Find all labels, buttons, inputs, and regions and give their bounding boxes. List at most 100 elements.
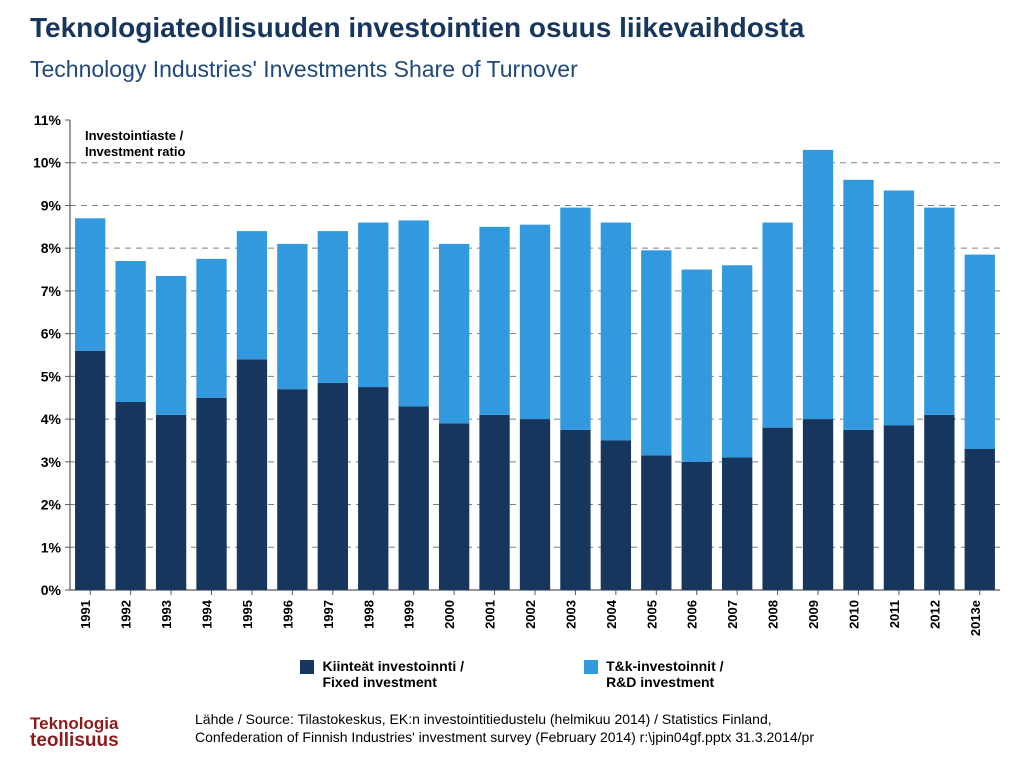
svg-text:2009: 2009	[806, 600, 821, 629]
svg-text:2003: 2003	[563, 600, 578, 629]
bar-rd	[641, 250, 671, 455]
bar-rd	[803, 150, 833, 419]
svg-text:1993: 1993	[159, 600, 174, 629]
bar-fixed	[843, 430, 873, 590]
source-line1: Lähde / Source: Tilastokeskus, EK:n inve…	[195, 711, 772, 727]
bar-fixed	[803, 419, 833, 590]
bar-fixed	[399, 406, 429, 590]
svg-text:9%: 9%	[41, 197, 62, 213]
svg-text:1992: 1992	[119, 600, 134, 629]
bar-rd	[196, 259, 226, 398]
legend-item-rd: T&k-investoinnit / R&D investment	[584, 658, 723, 690]
svg-text:1994: 1994	[200, 599, 215, 629]
legend-fixed-line2: Fixed investment	[322, 674, 436, 690]
svg-text:2004: 2004	[604, 599, 619, 629]
legend-rd-line2: R&D investment	[606, 674, 714, 690]
bar-rd	[682, 270, 712, 462]
bar-fixed	[439, 423, 469, 590]
bar-rd	[156, 276, 186, 415]
bar-rd	[75, 218, 105, 350]
svg-text:2%: 2%	[41, 497, 62, 513]
svg-text:1997: 1997	[321, 600, 336, 629]
bar-rd	[115, 261, 145, 402]
svg-text:5%: 5%	[41, 368, 62, 384]
bar-rd	[924, 208, 954, 415]
source-text: Lähde / Source: Tilastokeskus, EK:n inve…	[195, 710, 814, 746]
legend-swatch-fixed	[300, 660, 314, 674]
bar-rd	[722, 265, 752, 457]
svg-text:1991: 1991	[78, 600, 93, 629]
bar-rd	[318, 231, 348, 383]
svg-text:2011: 2011	[887, 600, 902, 628]
svg-text:2001: 2001	[483, 600, 498, 629]
svg-text:1995: 1995	[240, 600, 255, 629]
svg-text:3%: 3%	[41, 454, 62, 470]
bar-fixed	[641, 455, 671, 590]
svg-text:2006: 2006	[685, 600, 700, 629]
bar-rd	[762, 223, 792, 428]
legend-rd-line1: T&k-investoinnit /	[606, 658, 723, 674]
bar-fixed	[520, 419, 550, 590]
legend-item-fixed: Kiinteät investoinnti / Fixed investment	[300, 658, 464, 690]
bar-fixed	[924, 415, 954, 590]
bar-fixed	[682, 462, 712, 590]
title-main: Teknologiateollisuuden investointien osu…	[30, 12, 804, 44]
svg-text:7%: 7%	[41, 283, 62, 299]
bar-fixed	[277, 389, 307, 590]
bar-fixed	[722, 458, 752, 590]
bar-fixed	[237, 359, 267, 590]
svg-text:2010: 2010	[846, 600, 861, 629]
bar-rd	[843, 180, 873, 430]
investment-chart: 0% 1% 2% 3% 4% 5% 6% 7% 8% 9% 10% 11% 1991 1992 1993 19…	[0, 100, 1024, 660]
svg-text:0%: 0%	[41, 582, 62, 598]
svg-text:1998: 1998	[361, 600, 376, 629]
bar-rd	[439, 244, 469, 423]
bar-fixed	[601, 440, 631, 590]
bar-fixed	[762, 428, 792, 590]
bar-rd	[884, 191, 914, 426]
logo-line2: teollisuus	[30, 730, 119, 751]
legend-fixed-line1: Kiinteät investoinnti /	[322, 658, 464, 674]
svg-text:6%: 6%	[41, 326, 62, 342]
svg-text:1996: 1996	[280, 600, 295, 629]
bar-fixed	[479, 415, 509, 590]
bar-fixed	[156, 415, 186, 590]
bar-rd	[358, 223, 388, 388]
bar-rd	[479, 227, 509, 415]
logo: Teknologia teollisuus	[30, 716, 119, 750]
svg-text:8%: 8%	[41, 240, 62, 256]
svg-text:1999: 1999	[402, 600, 417, 629]
svg-text:2005: 2005	[644, 600, 659, 629]
svg-text:1%: 1%	[41, 539, 62, 555]
bar-fixed	[358, 387, 388, 590]
bar-rd	[277, 244, 307, 389]
svg-text:2007: 2007	[725, 600, 740, 629]
title-sub: Technology Industries' Investments Share…	[30, 56, 578, 83]
svg-text:11%: 11%	[34, 112, 62, 128]
bar-rd	[237, 231, 267, 359]
svg-text:2000: 2000	[442, 600, 457, 629]
bar-fixed	[884, 426, 914, 591]
bar-rd	[560, 208, 590, 430]
bar-rd	[601, 223, 631, 441]
bar-fixed	[196, 398, 226, 590]
svg-text:2012: 2012	[927, 600, 942, 629]
bar-fixed	[560, 430, 590, 590]
bar-rd	[399, 220, 429, 406]
bar-rd	[520, 225, 550, 419]
bar-fixed	[75, 351, 105, 590]
svg-text:10%: 10%	[33, 155, 62, 171]
legend-swatch-rd	[584, 660, 598, 674]
bar-fixed	[965, 449, 995, 590]
svg-text:4%: 4%	[41, 411, 62, 427]
svg-text:Investment ratio: Investment ratio	[85, 144, 185, 159]
svg-text:2013e: 2013e	[968, 600, 983, 636]
svg-text:2002: 2002	[523, 600, 538, 629]
bar-fixed	[318, 383, 348, 590]
bar-fixed	[115, 402, 145, 590]
bar-rd	[965, 255, 995, 449]
svg-text:2008: 2008	[766, 600, 781, 629]
source-line2: Confederation of Finnish Industries' inv…	[195, 729, 814, 745]
legend: Kiinteät investoinnti / Fixed investment…	[0, 658, 1024, 690]
svg-text:Investointiaste /: Investointiaste /	[85, 128, 184, 143]
